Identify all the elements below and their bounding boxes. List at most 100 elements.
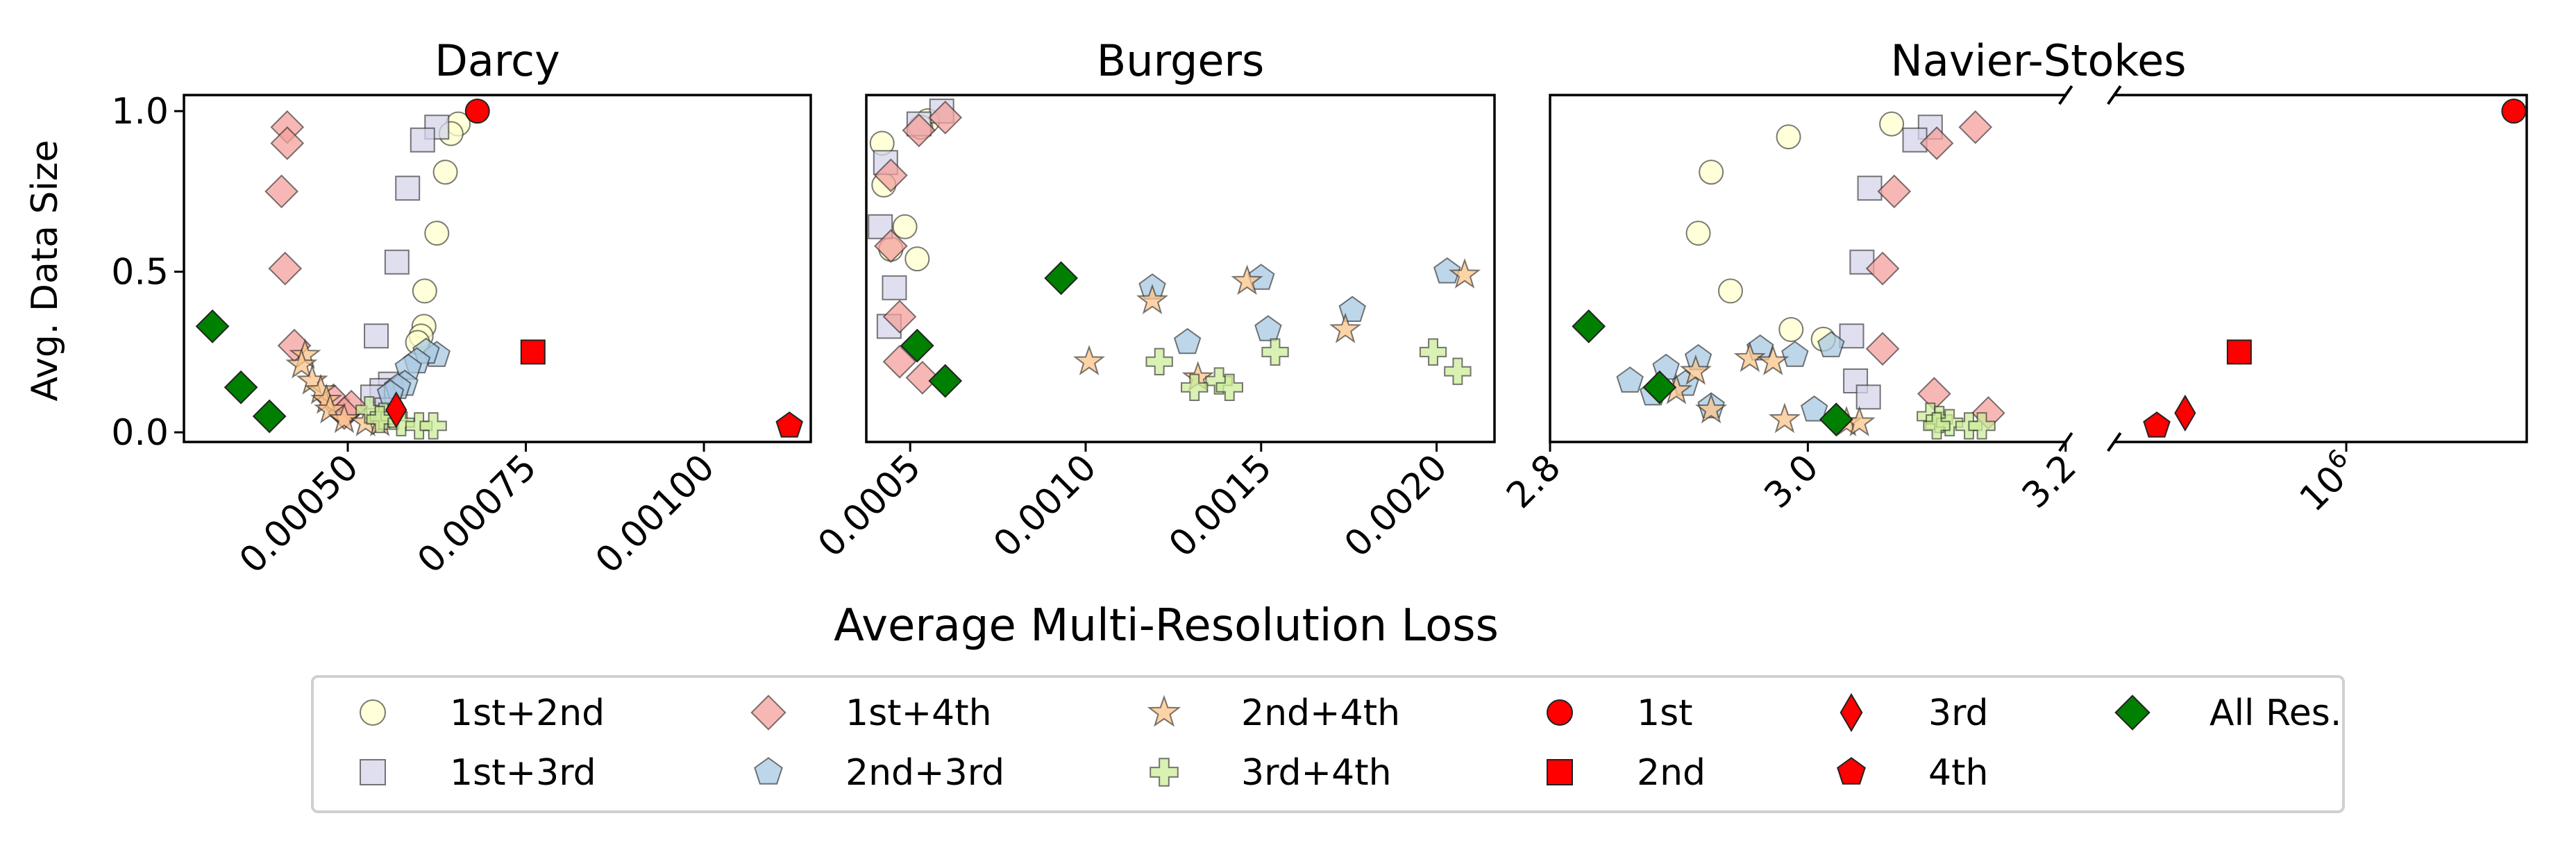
data-point: [1717, 278, 1743, 304]
data-point: [384, 249, 410, 275]
data-point: [1419, 338, 1447, 366]
darcy-series-2nd-3rd: [376, 337, 451, 406]
data-point: [928, 364, 963, 398]
darcy-axes-frame: [183, 94, 812, 443]
data-point: [395, 176, 421, 201]
y-axis-title: Avg. Data Size: [24, 140, 66, 402]
navier-stokes-series-2nd-3rd: [1616, 331, 1845, 422]
data-point: [1433, 257, 1461, 284]
data-point: [419, 412, 447, 440]
data-point: [1261, 338, 1289, 366]
data-point: [2174, 394, 2196, 432]
data-point: [882, 300, 917, 334]
x-tick-label: 0.0020: [1337, 447, 1456, 565]
navier-stokes-series-3rd: [2174, 394, 2196, 432]
legend-label: 1st+2nd: [450, 692, 605, 734]
data-point: [892, 214, 918, 239]
legend-label: All Res.: [2209, 692, 2341, 734]
data-point: [387, 409, 415, 436]
data-point: [775, 411, 803, 438]
data-point: [1444, 357, 1472, 385]
data-point: [1072, 344, 1106, 375]
navier-stokes-series-1st-2nd: [1685, 111, 1905, 352]
data-point: [1173, 327, 1202, 355]
data-point: [1181, 373, 1209, 401]
legend-label: 1st+4th: [845, 692, 992, 734]
legend-label: 3rd+4th: [1241, 752, 1392, 794]
y-tick-label: 0.5: [111, 252, 169, 293]
data-point: [1733, 341, 1766, 373]
data-point: [2501, 99, 2527, 124]
legend-marker: [1837, 757, 1866, 785]
legend-marker: [360, 759, 386, 785]
data-point: [270, 126, 305, 160]
legend-marker: [1150, 758, 1179, 787]
data-point: [1865, 332, 1900, 366]
data-point: [1855, 384, 1881, 410]
data-point: [2143, 411, 2171, 438]
x-tick-label: 0.00100: [588, 447, 723, 581]
data-point: [268, 251, 303, 286]
data-point: [1572, 309, 1606, 343]
data-point: [1968, 412, 1996, 440]
darcy-series-all-res-: [195, 309, 287, 434]
data-point: [2226, 339, 2252, 365]
legend-label: 2nd+4th: [1241, 692, 1400, 734]
y-tick-label: 1.0: [111, 91, 169, 133]
legend-item-4th: 4th: [1837, 752, 1988, 794]
y-tick-label: 0.0: [111, 412, 169, 454]
data-point: [900, 328, 934, 363]
legend-marker: [1147, 695, 1181, 727]
navier-stokes-series-2nd: [2226, 339, 2252, 365]
data-point: [1616, 366, 1644, 393]
legend-marker: [1840, 692, 1863, 733]
legend-label: 1st: [1637, 692, 1693, 734]
data-point: [252, 399, 287, 434]
data-point: [1215, 373, 1243, 401]
legend-marker: [1547, 759, 1573, 785]
data-point: [1685, 221, 1711, 246]
axis-break-mark: [2107, 432, 2122, 452]
data-point: [1231, 264, 1263, 296]
burgers-series-2nd-3rd: [1138, 257, 1461, 355]
data-point: [264, 174, 298, 209]
legend-marker: [1546, 699, 1574, 726]
data-point: [1776, 124, 1801, 150]
x-tick-label: 0.0010: [986, 447, 1104, 565]
data-point: [882, 344, 917, 379]
burgers-axes-frame: [865, 94, 1496, 443]
legend-marker: [2114, 695, 2150, 731]
data-point: [424, 221, 450, 246]
x-axis-title: Average Multi-Resolution Loss: [834, 600, 1499, 652]
legend-item-all-res-: All Res.: [2114, 692, 2341, 734]
data-point: [195, 309, 230, 343]
data-point: [1679, 354, 1712, 385]
data-point: [928, 101, 963, 135]
legend-marker: [750, 695, 786, 731]
data-point: [1329, 312, 1362, 343]
burgers-series-3rd-4th: [1145, 338, 1472, 401]
darcy-title: Darcy: [435, 35, 560, 86]
legend-label: 2nd: [1637, 752, 1706, 794]
data-point: [905, 361, 940, 395]
darcy-series-4th: [775, 411, 803, 438]
data-point: [1865, 251, 1900, 286]
legend-item-2nd-4th: 2nd+4th: [1147, 692, 1400, 734]
data-point: [366, 405, 394, 434]
data-point: [1781, 341, 1809, 367]
data-point: [1642, 370, 1677, 405]
legend-label: 3rd: [1928, 692, 1989, 734]
darcy-series-1st: [464, 99, 490, 124]
legend-item-1st-2nd: 1st+2nd: [359, 692, 605, 734]
darcy-series-3rd: [385, 391, 407, 429]
navier-stokes-axes-frame-right: [2114, 94, 2528, 443]
navier-stokes-title: Navier-Stokes: [1890, 35, 2186, 86]
data-point: [1699, 160, 1724, 185]
legend-frame: [311, 675, 2345, 813]
legend-label: 2nd+3rd: [845, 752, 1004, 794]
navier-stokes-series-1st: [2501, 99, 2527, 124]
data-point: [904, 246, 930, 272]
data-point: [1338, 296, 1367, 323]
x-tick-label: 0.0015: [1161, 447, 1280, 565]
data-point: [1757, 344, 1790, 375]
